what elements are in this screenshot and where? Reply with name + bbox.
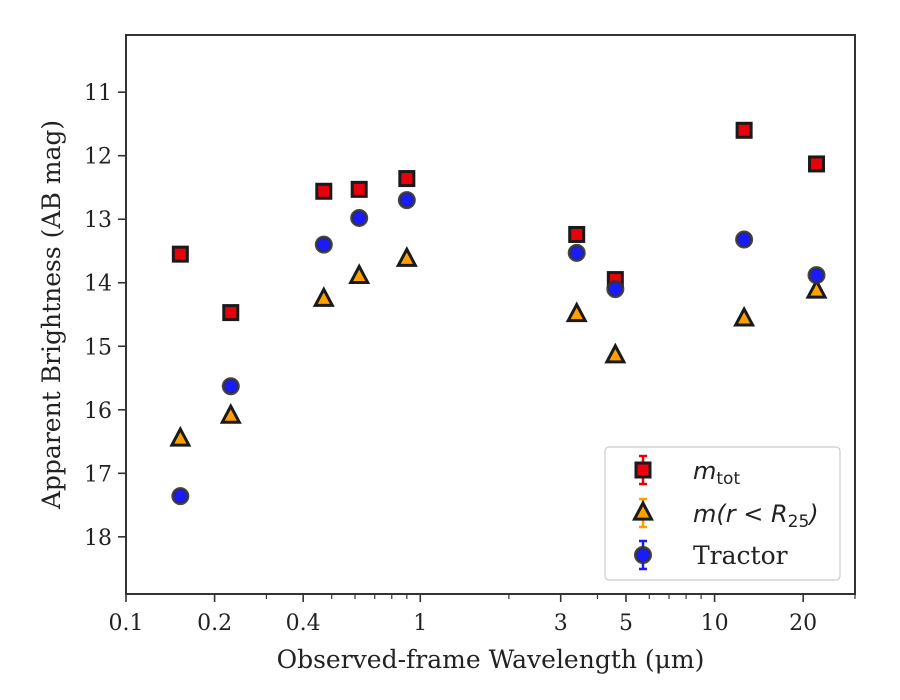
legend-math-subscript: 25 [788, 512, 810, 532]
tractor-point [350, 208, 369, 227]
tractor-point [221, 377, 240, 396]
legend-marker-tractor [634, 546, 652, 564]
legend-marker-mtot [634, 461, 652, 479]
mr25-point [348, 263, 371, 284]
legend-math-main: m [693, 457, 716, 485]
legend: mtot m(r < R25) Tractor [604, 446, 841, 581]
tractor-point [397, 191, 416, 210]
x-tick-label: 10 [701, 611, 729, 636]
y-axis: 11 12 13 14 15 16 17 18 [84, 81, 126, 551]
x-tick-label: 0.2 [197, 611, 232, 636]
mr25-point [169, 425, 192, 447]
x-tick-label: 5 [619, 611, 633, 636]
legend-label-tractor: Tractor [693, 541, 788, 570]
y-tick-label: 15 [84, 335, 112, 360]
tractor-point [807, 266, 826, 285]
x-tick-label: 20 [789, 611, 817, 636]
tractor-point [171, 487, 190, 506]
tractor-point [735, 230, 754, 249]
x-axis: 0.1 0.2 0.4 1 3 5 10 20 [109, 594, 856, 636]
y-tick-label: 13 [84, 208, 112, 233]
mr25-point [805, 277, 828, 299]
legend-math-main: m(r < R [693, 500, 788, 528]
mr25-point [733, 305, 756, 327]
y-axis-label: Apparent Brightness (AB mag) [37, 120, 66, 510]
x-tick-label: 1 [413, 611, 427, 636]
mtot-point [398, 170, 416, 188]
legend-marker-mr25 [632, 499, 654, 521]
mtot-point [222, 304, 240, 322]
y-tick-label: 11 [84, 81, 112, 106]
legend-label-mr25: m(r < R25) [693, 500, 819, 532]
x-axis-label: Observed-frame Wavelength (μm) [277, 645, 705, 674]
tractor-point [606, 280, 625, 299]
x-tick-label: 0.4 [286, 611, 321, 636]
mtot-point [171, 245, 189, 263]
y-tick-label: 17 [84, 462, 112, 487]
legend-label-mtot: mtot [693, 457, 740, 489]
mr25-point [565, 301, 588, 323]
axes-frame [125, 34, 856, 595]
legend-math-subscript: tot [716, 469, 740, 489]
mr25-point [312, 286, 335, 307]
mtot-point [568, 225, 586, 243]
mtot-point [808, 155, 826, 173]
x-tick-label: 0.1 [109, 611, 144, 636]
mtot-point [315, 182, 333, 200]
y-tick-label: 14 [84, 272, 112, 297]
x-tick-label: 3 [554, 611, 568, 636]
legend-box [604, 446, 841, 581]
y-tick-label: 12 [84, 145, 112, 170]
mtot-point [735, 121, 753, 139]
y-tick-label: 18 [84, 526, 112, 551]
y-tick-label: 16 [84, 399, 112, 424]
tractor-point [314, 235, 333, 254]
mr25-point [604, 342, 627, 364]
data-markers [169, 121, 828, 506]
mtot-point [350, 180, 368, 198]
tractor-point [567, 243, 586, 262]
legend-math-tail: ) [807, 500, 818, 528]
mr25-point [395, 246, 418, 267]
mr25-point [219, 403, 242, 424]
